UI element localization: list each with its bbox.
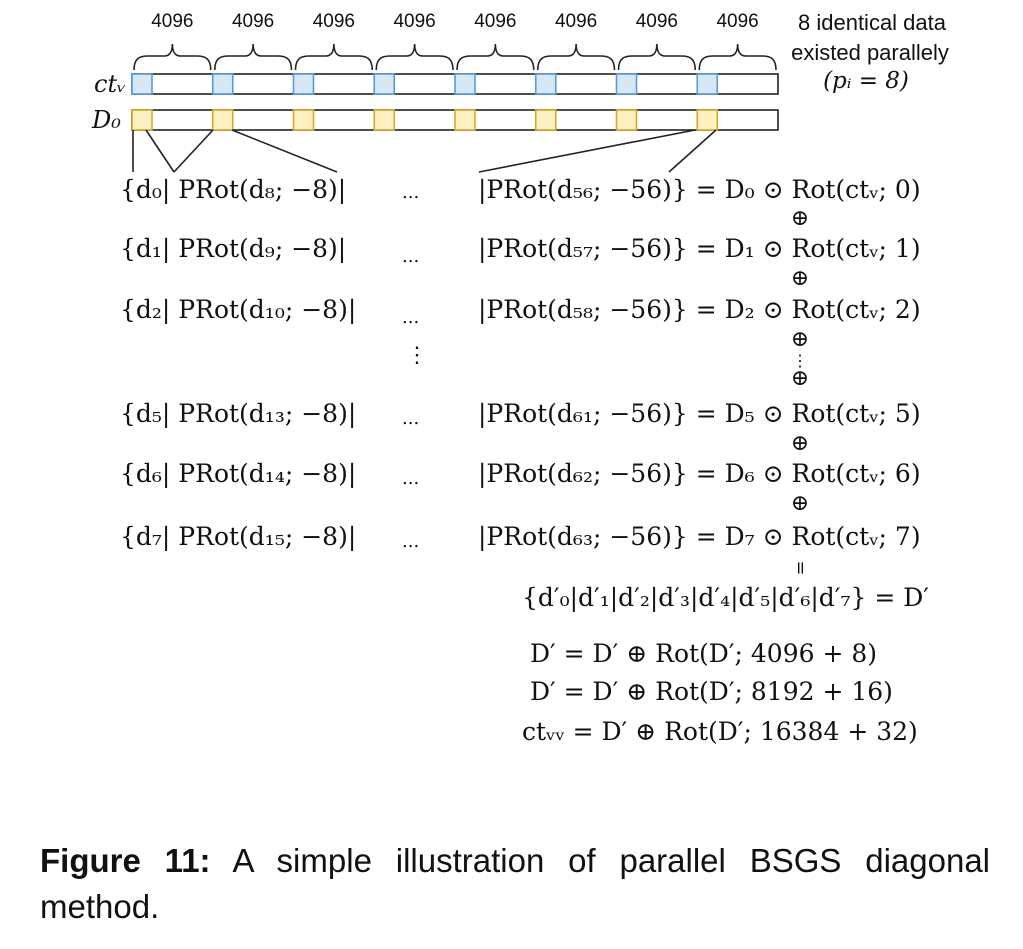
step-3: ctᵥᵥ = D′ ⊕ Rot(D′; 16384 + 32) — [522, 717, 918, 746]
chunk-size-label-6: 4096 — [636, 11, 678, 32]
row4-dots: ... — [402, 468, 419, 489]
d0-cell-3 — [373, 109, 396, 131]
brace-3 — [375, 43, 454, 71]
row5-right: |PRot(d₆₃; −56)} = D₇ ⊙ Rot(ctᵥ; 7) — [478, 522, 921, 552]
note-line3: (pᵢ = 8) — [823, 68, 909, 94]
d0-cell-4 — [454, 109, 476, 131]
connector-lines — [132, 129, 717, 173]
step-2: D′ = D′ ⊕ Rot(D′; 8192 + 16) — [530, 677, 893, 706]
row1-right: |PRot(d₅₇; −56)} = D₁ ⊙ Rot(ctᵥ; 1) — [478, 234, 921, 264]
result-equation: {d′₀|d′₁|d′₂|d′₃|d′₄|d′₅|d′₆|d′₇} = D′ — [522, 583, 929, 613]
chunk-size-labels: 4096 4096 4096 4096 4096 4096 4096 4096 — [151, 11, 759, 32]
row3-dots: ... — [402, 408, 419, 429]
middle-vdots: ⋮ — [406, 343, 428, 368]
oplus-vdots: ⋮ — [792, 351, 808, 370]
chunk-size-label-7: 4096 — [716, 11, 758, 32]
note-line1: 8 identical data — [798, 10, 947, 35]
connector-d8-b — [231, 129, 338, 173]
brace-6 — [617, 43, 697, 71]
brace-5 — [536, 43, 616, 71]
caption-label: Figure 11: — [40, 842, 211, 879]
ctv-cell-1 — [211, 73, 234, 95]
d0-cell-1 — [211, 109, 234, 131]
connector-d8-a — [173, 129, 214, 173]
d0-cells — [131, 109, 719, 131]
oplus-3: ⊕ — [791, 327, 809, 352]
oplus-5: ⊕ — [791, 431, 809, 456]
ctv-cell-2 — [292, 73, 315, 95]
caption-text: A simple illustration of parallel BSGS d… — [40, 842, 990, 925]
row4-right: |PRot(d₆₂; −56)} = D₆ ⊙ Rot(ctᵥ; 6) — [478, 459, 921, 489]
row3-left: {d₅| PRot(d₁₃; −8)| — [120, 399, 356, 429]
chunk-size-label-1: 4096 — [232, 11, 274, 32]
row2-right: |PRot(d₅₈; −56)} = D₂ ⊙ Rot(ctᵥ; 2) — [478, 295, 921, 325]
label-d0: D₀ — [91, 106, 121, 134]
oplus-column: ⊕ ⊕ ⊕ ⋮ ⊕ ⊕ ⊕ — [791, 206, 809, 516]
oplus-4: ⊕ — [791, 366, 809, 391]
row5-left: {d₇| PRot(d₁₅; −8)| — [120, 522, 356, 552]
connector-d0-b — [145, 129, 175, 173]
chunk-size-label-5: 4096 — [555, 11, 597, 32]
row1-left: {d₁| PRot(d₉; −8)| — [120, 234, 346, 264]
brace-7 — [698, 43, 777, 71]
d0-cell-7 — [696, 109, 719, 131]
oplus-2: ⊕ — [791, 266, 809, 291]
row3-right: |PRot(d₆₁; −56)} = D₅ ⊙ Rot(ctᵥ; 5) — [478, 399, 921, 429]
row0-right: |PRot(d₅₆; −56)} = D₀ ⊙ Rot(ctᵥ; 0) — [478, 175, 921, 205]
row2-left: {d₂| PRot(d₁₀; −8)| — [120, 295, 356, 325]
row4-left: {d₆| PRot(d₁₄; −8)| — [120, 459, 356, 489]
diagram-canvas: 4096 4096 4096 4096 4096 4096 4096 4096 8 ident… — [91, 10, 949, 746]
brace-2 — [294, 43, 374, 71]
chunk-size-label-0: 4096 — [151, 11, 193, 32]
ctv-cell-4 — [454, 73, 476, 95]
connector-d56-b — [668, 129, 717, 173]
label-ctv: ctᵥ — [94, 70, 126, 98]
ctv-cell-6 — [615, 73, 638, 95]
equation-rows: {d₀| PRot(d₈; −8)| ... |PRot(d₅₆; −56)} … — [120, 175, 921, 552]
d0-cell-6 — [615, 109, 638, 131]
oplus-1: ⊕ — [791, 206, 809, 231]
ctv-cells — [131, 73, 719, 95]
ctv-cell-0 — [131, 73, 153, 95]
brace-0 — [133, 43, 212, 71]
figure-caption: Figure 11: A simple illustration of para… — [40, 838, 990, 930]
chunk-size-label-3: 4096 — [393, 11, 435, 32]
brace-4 — [456, 43, 535, 71]
chunk-size-label-4: 4096 — [474, 11, 516, 32]
row5-dots: ... — [402, 531, 419, 552]
row0-left: {d₀| PRot(d₈; −8)| — [120, 175, 346, 205]
oplus-6: ⊕ — [791, 491, 809, 516]
row0-dots: ... — [402, 182, 419, 203]
row1-dots: ... — [402, 246, 419, 267]
brace-1 — [213, 43, 293, 71]
row2-dots: ... — [402, 307, 419, 328]
vertical-equals: = — [790, 560, 811, 575]
ctv-cell-7 — [696, 73, 719, 95]
connector-d56-a — [478, 129, 696, 173]
d0-cell-5 — [534, 109, 557, 131]
note-line2: existed parallely — [791, 40, 949, 65]
ctv-cell-5 — [534, 73, 557, 95]
braces — [133, 43, 777, 71]
step-1: D′ = D′ ⊕ Rot(D′; 4096 + 8) — [530, 639, 877, 668]
ctv-cell-3 — [373, 73, 396, 95]
chunk-size-label-2: 4096 — [313, 11, 355, 32]
d0-cell-0 — [131, 109, 153, 131]
d0-cell-2 — [292, 109, 315, 131]
